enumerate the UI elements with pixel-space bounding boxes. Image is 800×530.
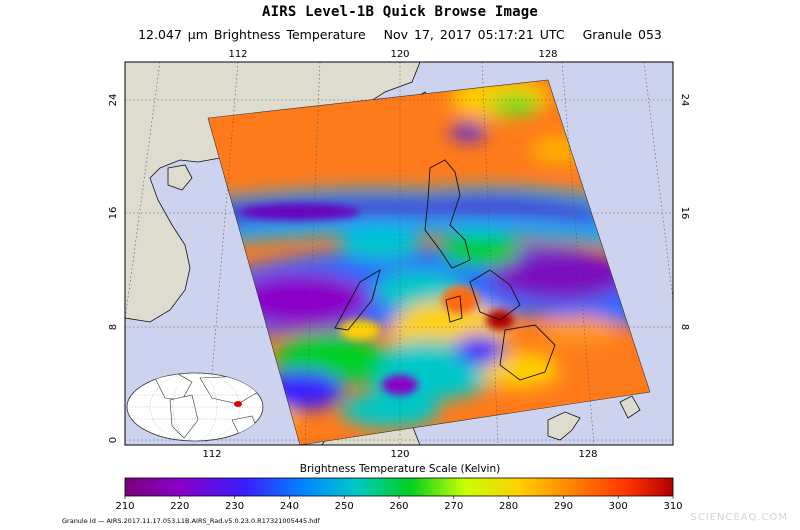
lon-ticks-top: 112 120 128 (228, 49, 557, 60)
lat-tick-right: 24 (679, 94, 690, 107)
hainan-island (167, 164, 193, 191)
lat-tick-left: 16 (108, 207, 119, 220)
granule-id: Granule Id — AIRS.2017.11.17.053.L1B.AIR… (62, 517, 320, 525)
colorbar-tick-label: 290 (554, 501, 573, 512)
image-subtitle: 12.047 μm Brightness Temperature Nov 17, … (0, 27, 800, 42)
lon-tick-bottom: 112 (202, 449, 221, 460)
colorbar (124, 477, 674, 497)
brightness-temperature-swath (207, 79, 651, 445)
colorbar-tick-label: 210 (115, 501, 134, 512)
halmahera-island (619, 395, 641, 419)
datetime-label: Nov 17, 2017 05:17:21 UTC (383, 27, 565, 42)
colorbar-tick-label: 280 (499, 501, 518, 512)
lat-tick-left: 0 (108, 437, 119, 443)
location-marker (234, 401, 242, 407)
map-area (125, 62, 673, 445)
colorbar-tick-label: 240 (280, 501, 299, 512)
globe-inset (126, 372, 264, 442)
colorbar-tick-label: 250 (335, 501, 354, 512)
granule-label: Granule 053 (582, 27, 662, 42)
lat-tick-right: 16 (679, 207, 690, 220)
lon-tick-top: 112 (228, 49, 247, 60)
channel-label: 12.047 μm Brightness Temperature (138, 27, 366, 42)
lat-ticks-right: 24 16 8 (679, 94, 690, 331)
philippines-coastline (334, 159, 556, 381)
colorbar-label: Brightness Temperature Scale (Kelvin) (299, 463, 501, 475)
map-border (124, 61, 674, 446)
lat-tick-left: 24 (108, 94, 119, 107)
watermark: SCIENCEAQ.COM (690, 512, 788, 523)
lat-tick-left: 8 (108, 324, 119, 330)
colorbar-tick-label: 230 (225, 501, 244, 512)
colorbar-tick-label: 260 (389, 501, 408, 512)
sulawesi-island (547, 411, 581, 441)
colorbar-tick-label: 220 (170, 501, 189, 512)
colorbar-ticks: 210 220 230 240 250 260 270 280 290 300 310 (115, 496, 683, 512)
lon-tick-top: 120 (390, 49, 409, 60)
lon-ticks-bottom: 112 120 128 (202, 449, 597, 460)
lat-tick-right: 8 (679, 324, 690, 330)
lon-tick-top: 128 (538, 49, 557, 60)
lon-tick-bottom: 128 (578, 449, 597, 460)
colorbar-tick-label: 310 (663, 501, 682, 512)
image-title: AIRS Level-1B Quick Browse Image (261, 4, 539, 20)
colorbar-tick-label: 270 (444, 501, 463, 512)
lon-tick-bottom: 120 (390, 449, 409, 460)
lat-ticks-left: 24 16 8 0 (108, 94, 119, 444)
colorbar-tick-label: 300 (609, 501, 628, 512)
